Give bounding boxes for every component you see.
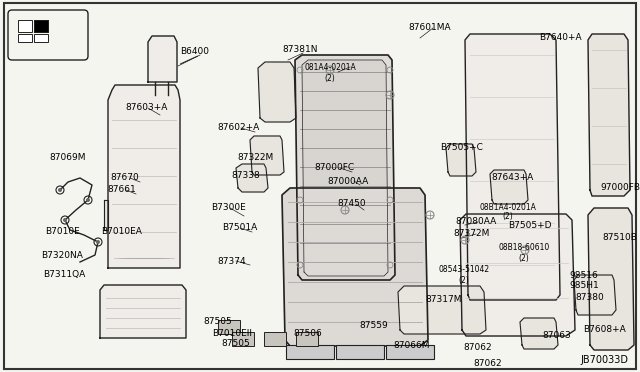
Text: 87069M: 87069M [50,154,86,163]
Polygon shape [490,170,528,204]
Text: B7300E: B7300E [211,203,245,212]
Polygon shape [104,200,108,230]
Bar [34,34,48,42]
Text: 87559: 87559 [360,321,388,330]
Circle shape [58,188,62,192]
Polygon shape [295,55,395,280]
FancyBboxPatch shape [8,10,88,60]
Text: B6400: B6400 [180,48,209,57]
Text: 87372M: 87372M [454,230,490,238]
Text: 87374: 87374 [218,257,246,266]
Polygon shape [236,164,268,192]
Polygon shape [520,318,558,349]
Text: B7010EA: B7010EA [102,228,143,237]
Text: 87000AA: 87000AA [328,176,369,186]
Text: JB70033D: JB70033D [580,355,628,365]
Text: B7505+D: B7505+D [508,221,552,231]
Text: B7501A: B7501A [222,224,258,232]
Text: 87322M: 87322M [238,154,274,163]
Text: 87450: 87450 [338,199,366,208]
Text: 985H1: 985H1 [569,282,599,291]
Text: 87670: 87670 [111,173,140,183]
Polygon shape [398,286,486,334]
Text: B7320NA: B7320NA [41,250,83,260]
Text: 97000FB: 97000FB [600,183,640,192]
Text: 08B18-60610: 08B18-60610 [499,244,550,253]
Polygon shape [465,34,560,300]
Text: 87062: 87062 [474,359,502,368]
Bar [218,320,240,334]
Text: 87380: 87380 [575,292,604,301]
Text: (2): (2) [502,212,513,221]
Text: 87506: 87506 [294,328,323,337]
Text: B7608+A: B7608+A [582,326,625,334]
Text: 87080AA: 87080AA [456,218,497,227]
Text: 87381N: 87381N [282,45,317,55]
Bar [336,345,384,359]
Text: 87603+A: 87603+A [126,103,168,112]
Text: (2): (2) [518,253,529,263]
Polygon shape [574,275,616,315]
Text: 87505: 87505 [204,317,232,327]
Text: 87505: 87505 [221,340,250,349]
Polygon shape [302,60,388,276]
Text: 87000FC: 87000FC [314,164,354,173]
Text: 87317M: 87317M [426,295,462,305]
Text: 87062: 87062 [464,343,492,353]
Text: B7640+A: B7640+A [539,33,581,42]
Bar [296,332,318,346]
Bar [264,332,286,346]
Polygon shape [148,36,177,82]
Circle shape [86,198,90,202]
Text: B7311QA: B7311QA [43,270,85,279]
Bar [386,345,434,359]
Text: (2): (2) [324,74,335,83]
Polygon shape [100,285,186,338]
Text: 87063: 87063 [543,330,572,340]
Polygon shape [250,136,284,175]
Text: 87066M: 87066M [394,341,430,350]
Text: 87602+A: 87602+A [217,124,259,132]
Text: 87601MA: 87601MA [409,23,451,32]
Bar [18,20,32,32]
Bar [232,332,254,346]
Circle shape [63,218,67,222]
Text: (2): (2) [459,276,469,285]
Polygon shape [588,208,634,350]
Polygon shape [460,214,575,336]
Text: 87661: 87661 [108,186,136,195]
Bar [34,20,48,32]
Text: 08B1A4-0201A: 08B1A4-0201A [479,202,536,212]
Text: B7010EII: B7010EII [212,328,252,337]
Text: B7010E: B7010E [45,228,79,237]
Text: 87338: 87338 [232,171,260,180]
Circle shape [96,240,100,244]
Text: 081A4-0201A: 081A4-0201A [304,64,356,73]
Bar [34,20,48,32]
Polygon shape [282,188,428,346]
Polygon shape [588,34,630,196]
Polygon shape [108,85,180,268]
Bar [18,34,32,42]
Text: 87643+A: 87643+A [491,173,533,183]
Text: 87510B: 87510B [603,234,637,243]
Polygon shape [258,62,296,122]
Text: 08543-51042: 08543-51042 [438,266,490,275]
Text: 98516: 98516 [570,270,598,279]
Polygon shape [446,144,476,176]
Text: B7505+C: B7505+C [440,144,483,153]
Bar [286,345,334,359]
